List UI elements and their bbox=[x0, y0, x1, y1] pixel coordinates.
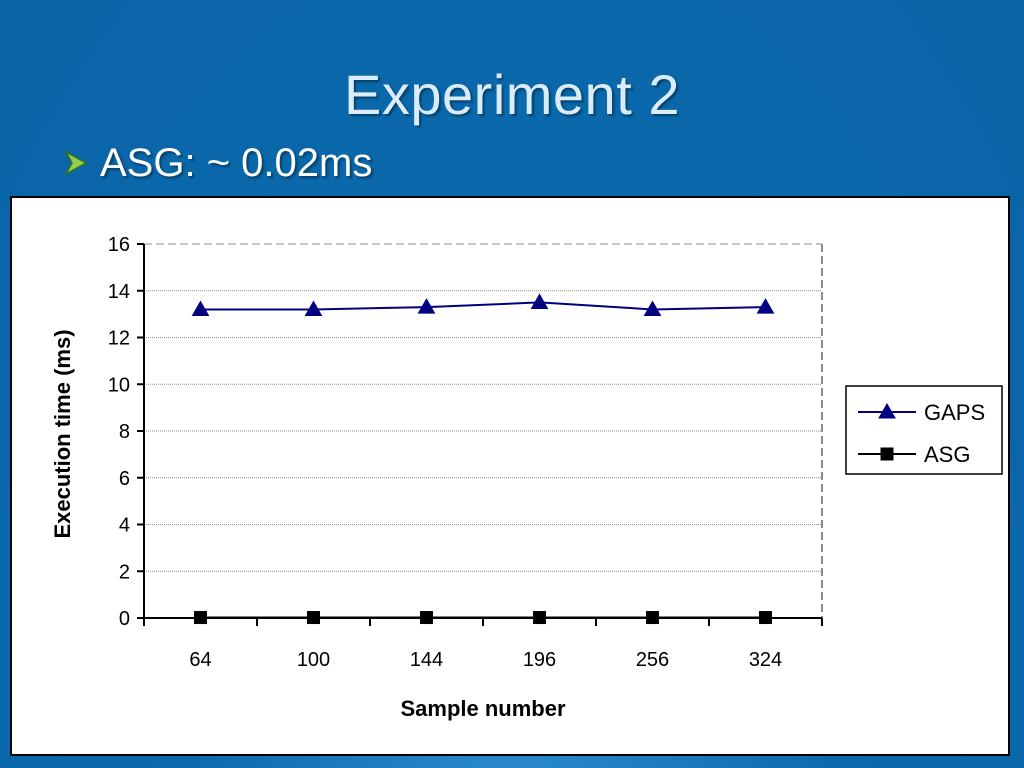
arrow-bullet-icon bbox=[64, 150, 88, 176]
legend-label-gaps: GAPS bbox=[924, 400, 985, 425]
x-tick-label: 100 bbox=[297, 649, 330, 671]
data-point-asg bbox=[759, 611, 772, 625]
series-line-gaps bbox=[200, 301, 766, 311]
y-tick-label: 2 bbox=[119, 561, 130, 583]
data-point-asg bbox=[533, 611, 546, 625]
data-point-asg bbox=[420, 611, 433, 625]
x-axis-title: Sample number bbox=[400, 696, 565, 721]
data-point-gaps bbox=[643, 300, 662, 316]
y-tick-label: 14 bbox=[108, 281, 130, 303]
data-point-asg bbox=[307, 611, 320, 625]
y-tick-label: 16 bbox=[108, 234, 130, 256]
line-chart: 0 2 4 6 8 10 12 14 16 64 100 144 196 256 324 Sample num… bbox=[50, 234, 1003, 721]
y-tick-label: 6 bbox=[119, 468, 130, 490]
data-point-gaps bbox=[417, 298, 436, 314]
x-tick-label: 196 bbox=[523, 649, 556, 671]
y-tick-label: 8 bbox=[119, 421, 130, 443]
data-point-asg bbox=[646, 611, 659, 625]
data-point-gaps bbox=[756, 298, 775, 314]
data-point-asg bbox=[194, 611, 207, 625]
data-point-gaps bbox=[530, 293, 549, 309]
slide-title: Experiment 2 bbox=[344, 63, 680, 126]
x-tick-label: 324 bbox=[749, 649, 782, 671]
data-point-gaps bbox=[191, 300, 210, 316]
y-tick-label: 10 bbox=[108, 374, 130, 396]
y-tick-label: 4 bbox=[119, 515, 130, 537]
legend-marker-gaps bbox=[878, 402, 896, 419]
bullet-item: ASG: ~ 0.02ms bbox=[62, 140, 372, 186]
x-tick-label: 256 bbox=[636, 649, 669, 671]
legend-label-asg: ASG bbox=[924, 442, 970, 467]
legend-marker-asg bbox=[880, 447, 894, 461]
legend-box bbox=[845, 385, 1003, 475]
x-tick-label: 144 bbox=[410, 649, 443, 671]
y-tick-label: 0 bbox=[119, 608, 130, 630]
x-tick-label: 64 bbox=[189, 649, 211, 671]
y-axis-title: Execution time (ms) bbox=[50, 329, 75, 538]
bullet-text: ASG: ~ 0.02ms bbox=[100, 140, 373, 185]
chart-frame: 0 2 4 6 8 10 12 14 16 64 100 144 196 256 324 Sample num… bbox=[10, 196, 1010, 756]
y-tick-label: 12 bbox=[108, 328, 130, 350]
data-point-gaps bbox=[304, 300, 323, 316]
